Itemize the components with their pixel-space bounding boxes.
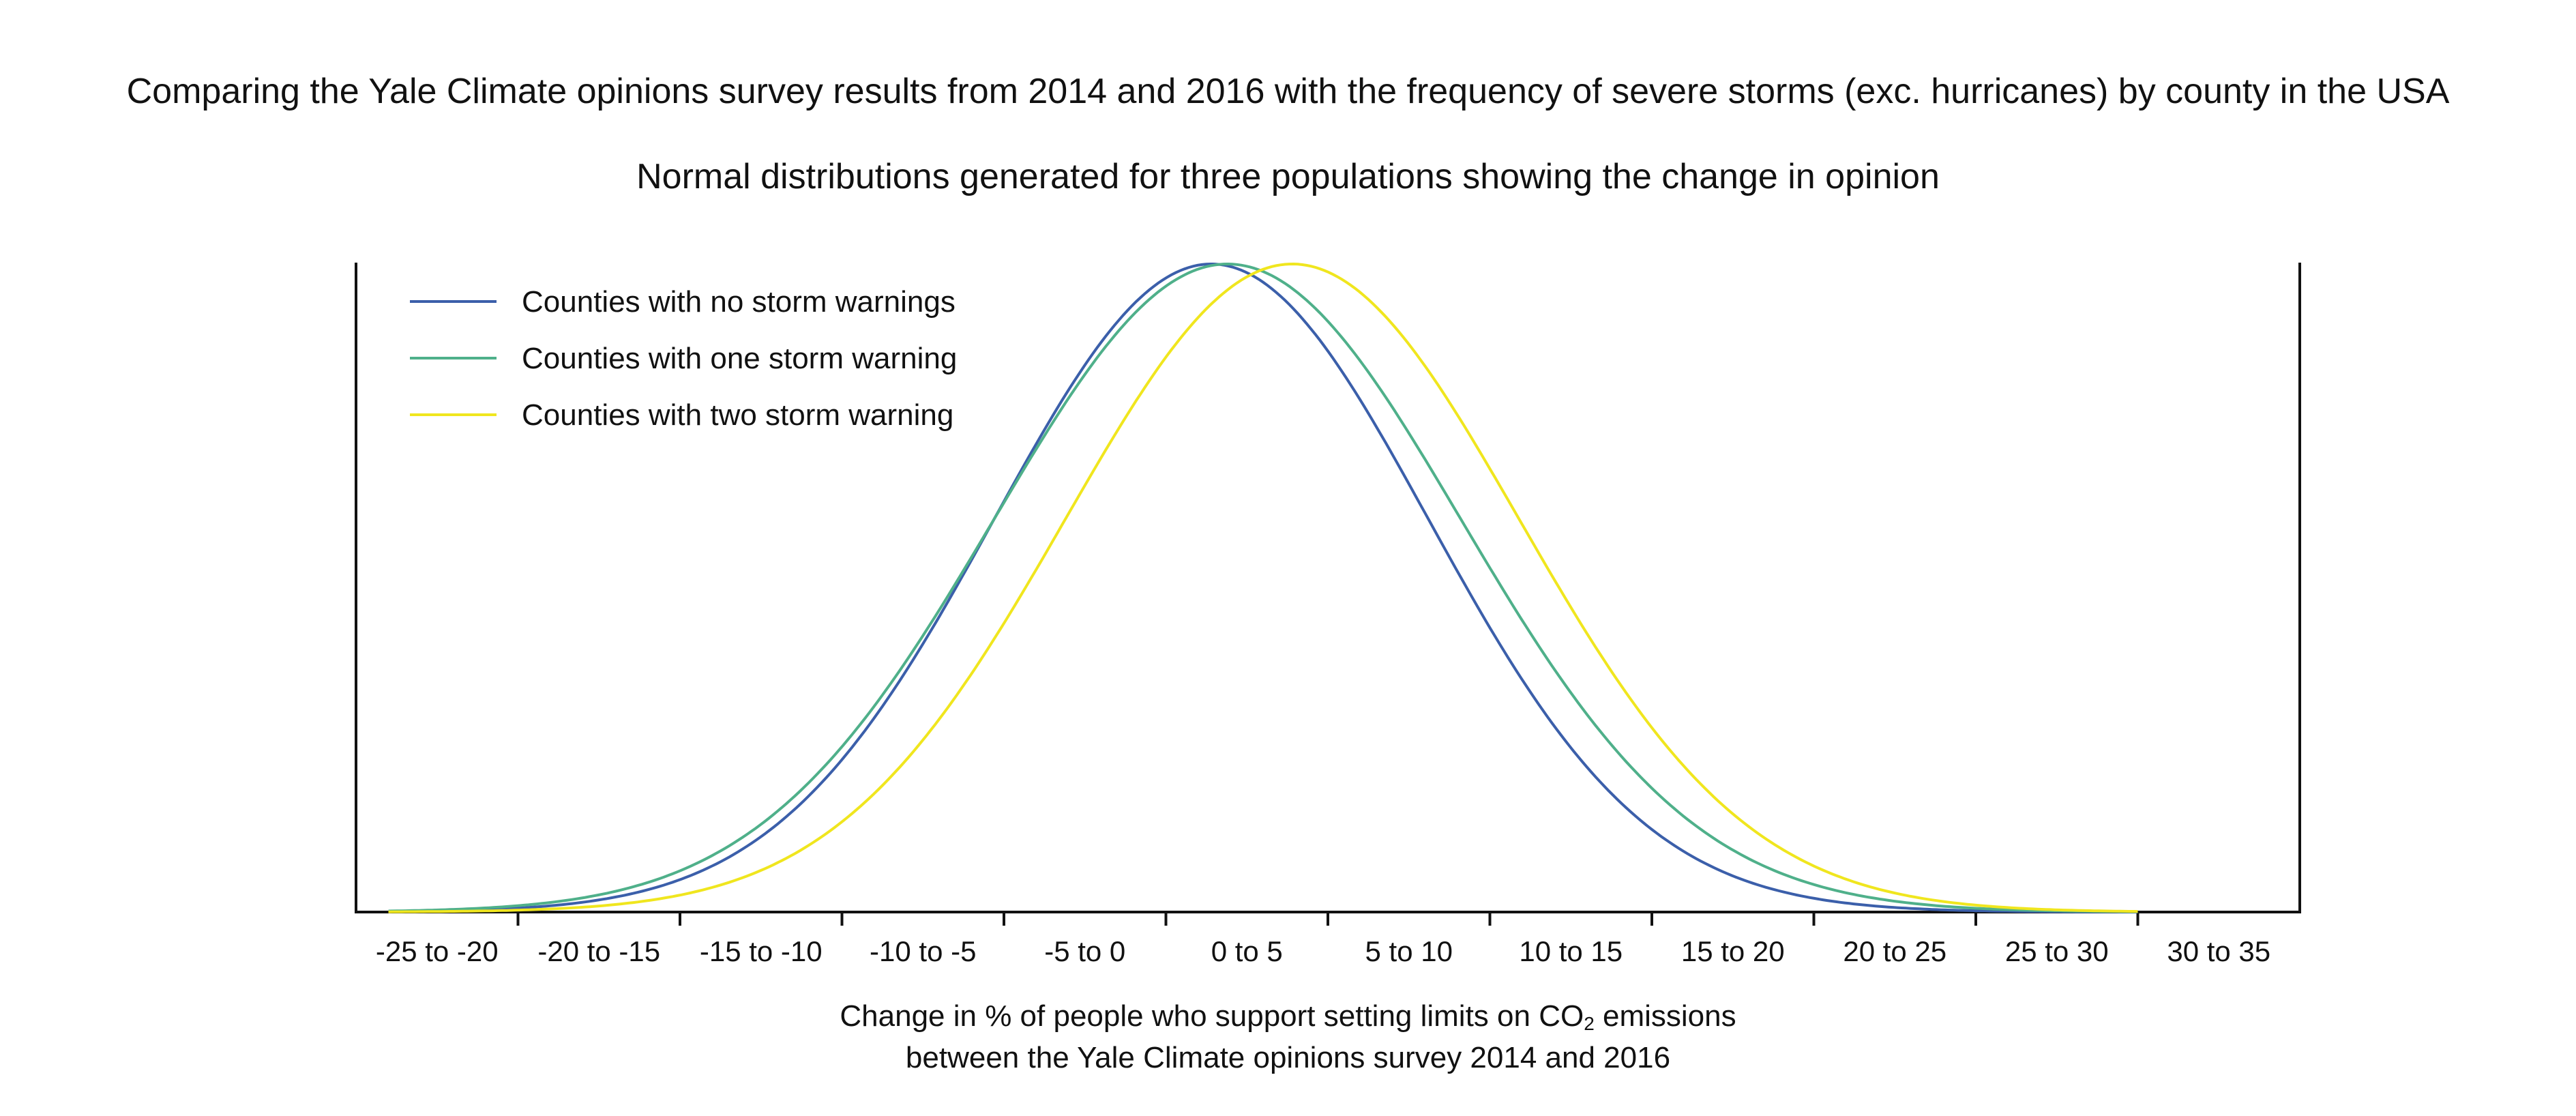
x-tick-label: -25 to -20 (376, 935, 499, 967)
x-tick-label: -5 to 0 (1044, 935, 1125, 967)
x-axis-label-line1: Change in % of people who support settin… (0, 996, 2576, 1044)
legend: Counties with no storm warnings Counties … (410, 285, 957, 432)
x-tick-label: -20 to -15 (537, 935, 660, 967)
x-tick-label: 20 to 25 (1843, 935, 1946, 967)
x-axis-tick-labels: -25 to -20 -20 to -15 -15 to -10 -10 to -5 -… (376, 935, 2270, 967)
series-line-1 (388, 262, 2138, 913)
x-axis-ticks (516, 912, 2140, 926)
x-tick-label: 25 to 30 (2005, 935, 2109, 967)
chart-subtitle: Normal distributions generated for three… (636, 157, 1940, 196)
x-tick-label: 30 to 35 (2167, 935, 2270, 967)
x-axis-label-line2: between the Yale Climate opinions survey… (905, 1041, 1671, 1074)
series-line-2 (388, 262, 2138, 913)
legend-label-2: Counties with one storm warning (522, 342, 957, 375)
chart-title: Comparing the Yale Climate opinions surv… (126, 72, 2450, 111)
x-tick-label: -10 to -5 (870, 935, 976, 967)
legend-label-3: Counties with two storm warning (522, 398, 953, 432)
series-curves (388, 262, 2138, 913)
x-tick-label: 15 to 20 (1681, 935, 1785, 967)
x-axis-label-text: Change in % of people who support settin… (840, 999, 1584, 1033)
legend-label-1: Counties with no storm warnings (522, 285, 956, 319)
x-tick-label: 10 to 15 (1519, 935, 1623, 967)
series-line-3 (388, 262, 2138, 913)
x-axis-label-suffix: emissions (1594, 999, 1736, 1033)
x-tick-label: 0 to 5 (1211, 935, 1283, 967)
x-tick-label: 5 to 10 (1365, 935, 1453, 967)
x-axis-label-subscript: 2 (1584, 1013, 1595, 1034)
x-tick-label: -15 to -10 (700, 935, 823, 967)
